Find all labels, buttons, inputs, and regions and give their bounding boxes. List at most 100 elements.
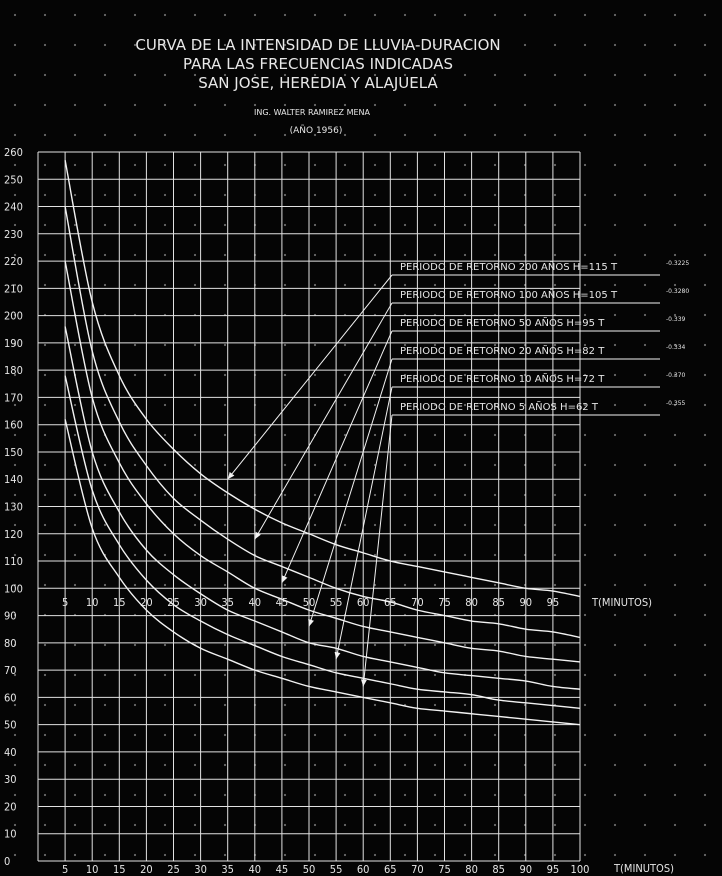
x-tick-labels: 5 10 15 20 25 30 35 40 45 50 55 60 65 70 75 80 85 90 95 100: [62, 863, 589, 876]
y-tick-label: 250: [4, 173, 23, 186]
y-tick-label: 60: [4, 691, 17, 704]
x-tick-label: 80: [465, 863, 478, 876]
y-tick-label: 30: [4, 773, 17, 786]
y-tick-label: 40: [4, 746, 17, 759]
inner-x-tick-label: 60: [357, 596, 370, 609]
curve-3: [64, 260, 581, 663]
y-tick-label: 240: [4, 201, 23, 214]
legend-exponent-1: -0.3225: [666, 260, 689, 267]
chart-header: CURVA DE LA INTENSIDAD DE LLUVIA-DURACIO…: [135, 36, 500, 136]
y-tick-label: 150: [4, 446, 23, 459]
x-axis-label: T(MINUTOS): [613, 862, 674, 875]
y-tick-label: 0: [4, 855, 10, 868]
legend-arrow-2: [254, 302, 393, 540]
y-tick-label: 50: [4, 719, 17, 732]
legend-exponent-3: -0.339: [666, 316, 686, 323]
y-tick-label: 180: [4, 364, 23, 377]
y-tick-label: 140: [4, 473, 23, 486]
legend-arrow-4: [308, 358, 393, 627]
x-tick-label: 20: [140, 863, 153, 876]
x-tick-label: 15: [113, 863, 126, 876]
legend-entry-2: PERIODO DE RETORNO 100 AÑOS H=105 T: [400, 288, 618, 301]
inner-x-tick-label: 5: [62, 596, 68, 609]
title-line-2: PARA LAS FRECUENCIAS INDICADAS: [183, 55, 453, 73]
inner-x-tick-label: 90: [520, 596, 533, 609]
x-tick-label: 10: [86, 863, 99, 876]
y-tick-label: 10: [4, 828, 17, 841]
x-tick-label: 75: [438, 863, 451, 876]
y-tick-labels: 0 10 20 30 40 50 60 70 80 90 100 110 120 130 140 150 160…: [4, 146, 23, 868]
legend-arrow-6: [360, 414, 393, 687]
legend: PERIODO DE RETORNO 200 AÑOS H=115 T -0.32…: [227, 260, 689, 687]
y-tick-label: 80: [4, 637, 17, 650]
inner-x-tick-label: 45: [276, 596, 289, 609]
y-tick-label: 230: [4, 228, 23, 241]
y-tick-label: 160: [4, 419, 23, 432]
x-tick-label: 55: [330, 863, 343, 876]
inner-x-axis-label: T(MINUTOS): [591, 596, 652, 609]
x-tick-label: 25: [167, 863, 180, 876]
inner-x-tick-label: 55: [330, 596, 343, 609]
inner-x-tick-label: 35: [221, 596, 234, 609]
inner-x-tick-label: 25: [167, 596, 180, 609]
y-tick-label: 220: [4, 255, 23, 268]
title-line-1: CURVA DE LA INTENSIDAD DE LLUVIA-DURACIO…: [135, 36, 500, 54]
inner-x-tick-label: 20: [140, 596, 153, 609]
x-tick-label: 5: [62, 863, 68, 876]
inner-x-tick-label: 80: [465, 596, 478, 609]
inner-x-tick-label: 40: [249, 596, 262, 609]
curve-2: [64, 206, 581, 639]
inner-x-tick-label: 85: [492, 596, 505, 609]
y-tick-label: 110: [4, 555, 23, 568]
y-tick-label: 70: [4, 664, 17, 677]
y-tick-label: 210: [4, 282, 23, 295]
y-tick-label: 200: [4, 310, 23, 323]
curve-4: [64, 326, 581, 690]
y-tick-label: 130: [4, 501, 23, 514]
legend-entry-4: PERIODO DE RETORNO 20 AÑOS H=82 T: [400, 344, 605, 357]
x-tick-label: 40: [249, 863, 262, 876]
x-tick-label: 85: [492, 863, 505, 876]
legend-exponent-4: -0.334: [666, 344, 686, 351]
curves: [64, 160, 581, 726]
legend-entry-6: PERIODO DE RETORNO 5 AÑOS H=62 T: [400, 400, 599, 413]
legend-arrow-1: [227, 274, 393, 480]
curve-1: [64, 160, 581, 598]
legend-entry-3: PERIODO DE RETORNO 50 AÑOS H=95 T: [400, 316, 605, 329]
x-tick-label: 65: [384, 863, 397, 876]
x-tick-label: 35: [221, 863, 234, 876]
x-tick-label: 45: [276, 863, 289, 876]
y-tick-label: 260: [4, 146, 23, 159]
y-tick-label: 90: [4, 610, 17, 623]
curve-5: [64, 375, 581, 709]
inner-x-tick-label: 10: [86, 596, 99, 609]
author-line: ING. WALTER RAMIREZ MENA: [254, 108, 371, 117]
y-tick-label: 190: [4, 337, 23, 350]
y-tick-label: 100: [4, 582, 23, 595]
legend-exponent-5: -0.370: [666, 372, 686, 379]
x-tick-label: 90: [520, 863, 533, 876]
inner-x-tick-label: 30: [194, 596, 207, 609]
inner-x-tick-label: 50: [303, 596, 316, 609]
inner-x-tick-label: 75: [438, 596, 451, 609]
x-tick-label: 95: [547, 863, 560, 876]
legend-arrow-3: [281, 330, 393, 584]
curve-6: [64, 419, 581, 726]
year-line: (AÑO 1956): [290, 125, 343, 136]
y-tick-label: 20: [4, 800, 17, 813]
legend-exponent-2: -0.3280: [666, 288, 689, 295]
x-tick-label: 30: [194, 863, 207, 876]
legend-entry-1: PERIODO DE RETORNO 200 AÑOS H=115 T: [400, 260, 618, 273]
inner-x-tick-labels: 5 10 15 20 25 30 35 40 45 50 55 60 65 70 75 80 85 90 95: [62, 596, 559, 609]
x-tick-label: 60: [357, 863, 370, 876]
title-line-3: SAN JOSE, HEREDIA Y ALAJUELA: [198, 74, 438, 92]
legend-arrow-5: [334, 386, 393, 660]
inner-x-tick-label: 95: [547, 596, 560, 609]
grid-lines: [37, 151, 581, 862]
legend-entry-5: PERIODO DE RETORNO 10 AÑOS H=72 T: [400, 372, 605, 385]
x-tick-label: 100: [571, 863, 590, 876]
y-tick-label: 170: [4, 391, 23, 404]
x-tick-label: 50: [303, 863, 316, 876]
